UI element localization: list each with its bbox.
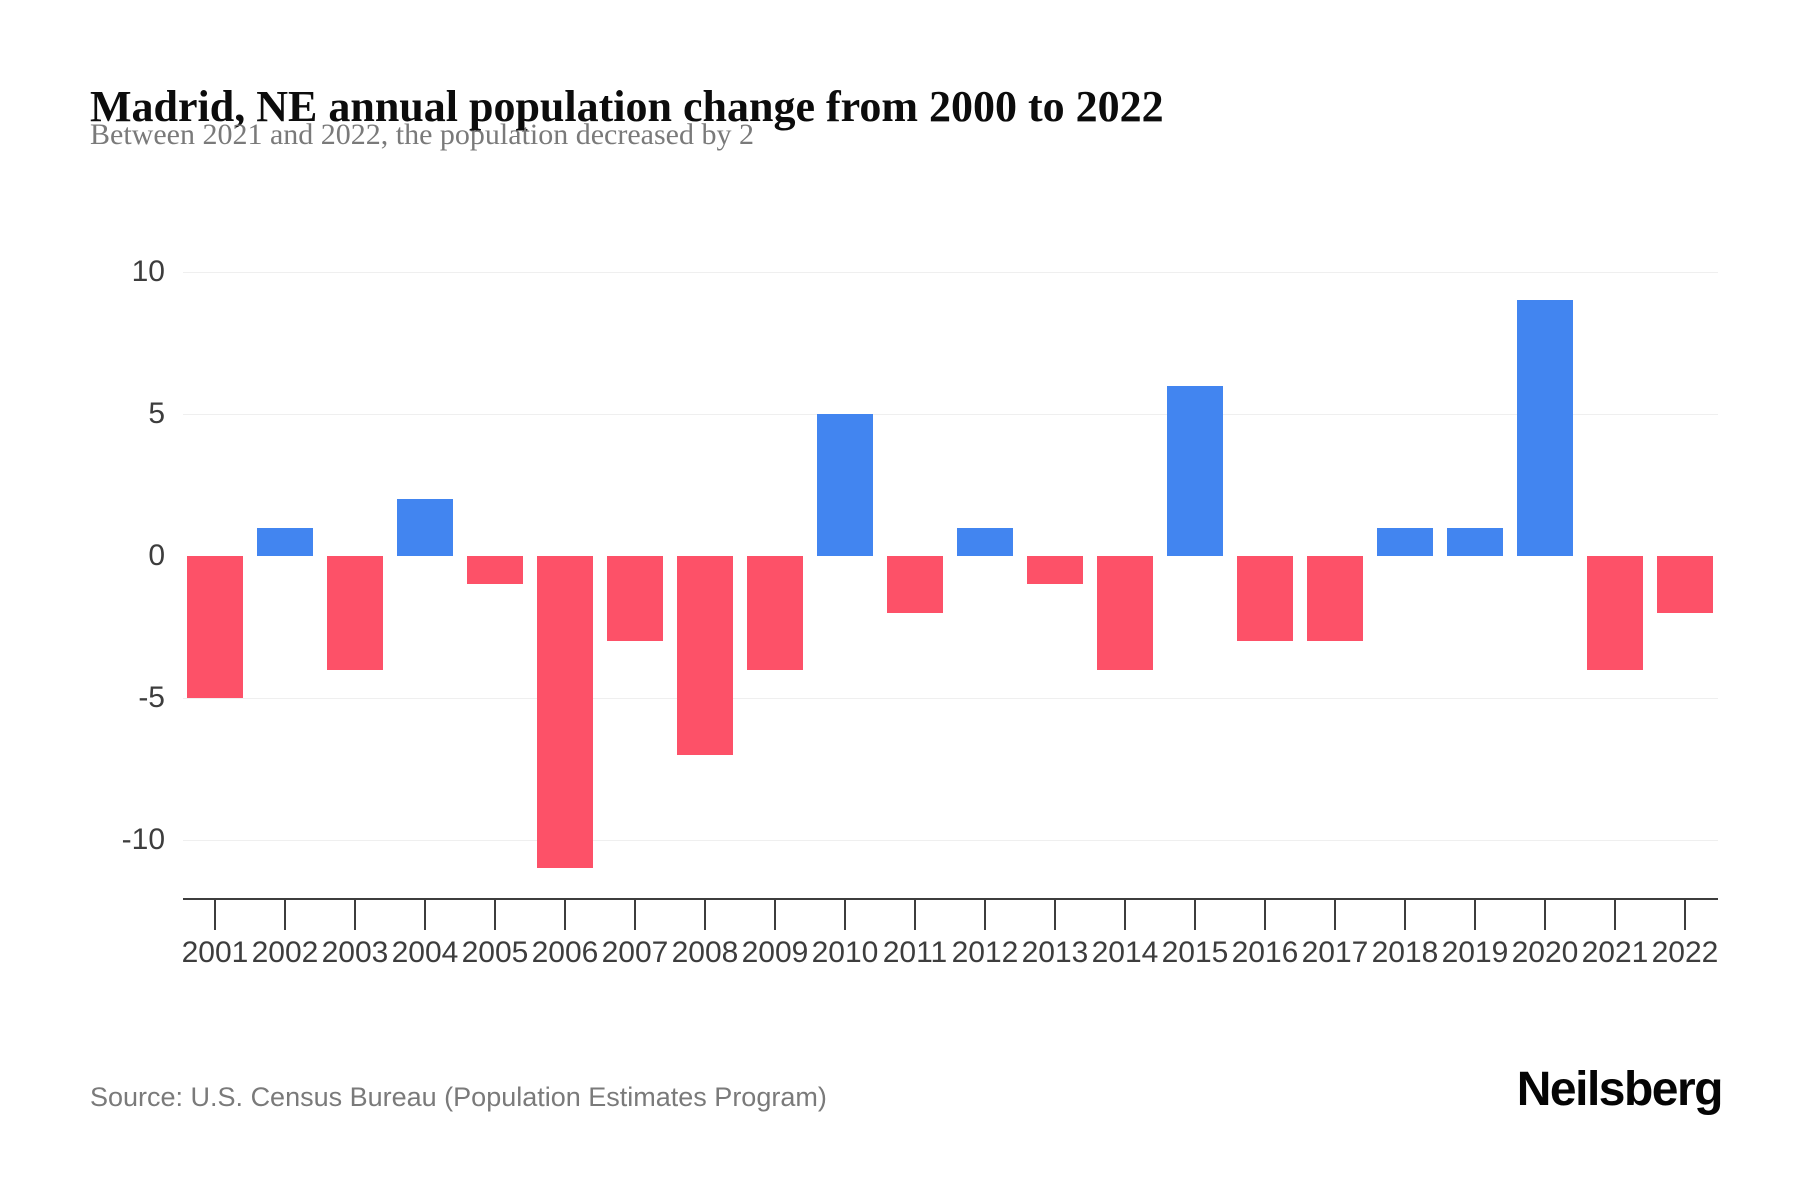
x-axis-tick-2009 (774, 900, 776, 930)
bar-2004 (397, 499, 453, 556)
x-axis-label-2012: 2012 (951, 936, 1019, 969)
x-axis-tick-2011 (914, 900, 916, 930)
x-axis-tick-2003 (354, 900, 356, 930)
gridline-5 (183, 414, 1718, 415)
x-axis-tick-2001 (214, 900, 216, 930)
x-axis-label-2004: 2004 (391, 936, 459, 969)
x-axis-label-2019: 2019 (1441, 936, 1509, 969)
bar-2002 (257, 528, 313, 556)
bar-2003 (327, 556, 383, 670)
x-axis-tick-2016 (1264, 900, 1266, 930)
x-axis-tick-2018 (1404, 900, 1406, 930)
bar-2020 (1517, 300, 1573, 556)
x-axis-label-2016: 2016 (1231, 936, 1299, 969)
x-axis-label-2014: 2014 (1091, 936, 1159, 969)
bar-2011 (887, 556, 943, 613)
x-axis-tick-2007 (634, 900, 636, 930)
bar-2016 (1237, 556, 1293, 641)
x-axis-tick-2006 (564, 900, 566, 930)
x-axis-label-2003: 2003 (321, 936, 389, 969)
bar-2019 (1447, 528, 1503, 556)
x-axis-tick-2020 (1544, 900, 1546, 930)
x-axis-label-2001: 2001 (181, 936, 249, 969)
x-axis-tick-2010 (844, 900, 846, 930)
source-note: Source: U.S. Census Bureau (Population E… (90, 1082, 827, 1112)
x-axis-label-2008: 2008 (671, 936, 739, 969)
x-axis-tick-2015 (1194, 900, 1196, 930)
x-axis-tick-2022 (1684, 900, 1686, 930)
x-axis-label-2011: 2011 (882, 936, 948, 969)
x-axis-line (183, 898, 1718, 900)
x-axis-label-2017: 2017 (1301, 936, 1369, 969)
bar-2022 (1657, 556, 1713, 613)
bar-2015 (1167, 386, 1223, 556)
x-axis-tick-2013 (1054, 900, 1056, 930)
x-axis-tick-2008 (704, 900, 706, 930)
y-axis-label--5: -5 (138, 681, 165, 714)
x-axis-label-2022: 2022 (1651, 936, 1719, 969)
x-axis-tick-2004 (424, 900, 426, 930)
bar-2006 (537, 556, 593, 868)
bar-2013 (1027, 556, 1083, 584)
y-axis-label-5: 5 (148, 397, 165, 430)
x-axis-label-2018: 2018 (1371, 936, 1439, 969)
y-axis-label-0: 0 (148, 539, 165, 572)
chart-title: Madrid, NE annual population change from… (90, 82, 1164, 132)
x-axis-label-2005: 2005 (461, 936, 529, 969)
bar-chart-plot: 10 5 0 -5 -10 2001 2002 2003 2004 2005 2006 2007 200… (0, 230, 1800, 969)
y-axis-label--10: -10 (121, 823, 165, 856)
gridline--5 (183, 698, 1718, 699)
bar-2018 (1377, 528, 1433, 556)
bar-2001 (187, 556, 243, 698)
gridline-10 (183, 272, 1718, 273)
x-axis-label-2002: 2002 (251, 936, 319, 969)
x-axis-label-2007: 2007 (601, 936, 669, 969)
bar-2017 (1307, 556, 1363, 641)
chart-subtitle: Between 2021 and 2022, the population de… (90, 118, 754, 151)
bar-2009 (747, 556, 803, 670)
bar-2012 (957, 528, 1013, 556)
x-axis-tick-2019 (1474, 900, 1476, 930)
bar-2007 (607, 556, 663, 641)
x-axis-tick-2012 (984, 900, 986, 930)
x-axis-tick-2017 (1334, 900, 1336, 930)
x-axis-label-2013: 2013 (1021, 936, 1089, 969)
x-axis-tick-2021 (1614, 900, 1616, 930)
bar-2005 (467, 556, 523, 584)
bar-2021 (1587, 556, 1643, 670)
x-axis-label-2020: 2020 (1511, 936, 1579, 969)
x-axis-label-2006: 2006 (531, 936, 599, 969)
x-axis-label-2010: 2010 (811, 936, 879, 969)
x-axis-tick-2005 (494, 900, 496, 930)
x-axis-label-2021: 2021 (1581, 936, 1649, 969)
bar-2014 (1097, 556, 1153, 670)
x-axis-label-2015: 2015 (1161, 936, 1229, 969)
bar-2010 (817, 414, 873, 556)
gridline--10 (183, 840, 1718, 841)
x-axis-tick-2002 (284, 900, 286, 930)
x-axis-label-2009: 2009 (741, 936, 809, 969)
y-axis-label-10: 10 (131, 255, 165, 288)
x-axis-tick-2014 (1124, 900, 1126, 930)
bar-2008 (677, 556, 733, 755)
brand-logo: Neilsberg (1516, 1063, 1724, 1116)
